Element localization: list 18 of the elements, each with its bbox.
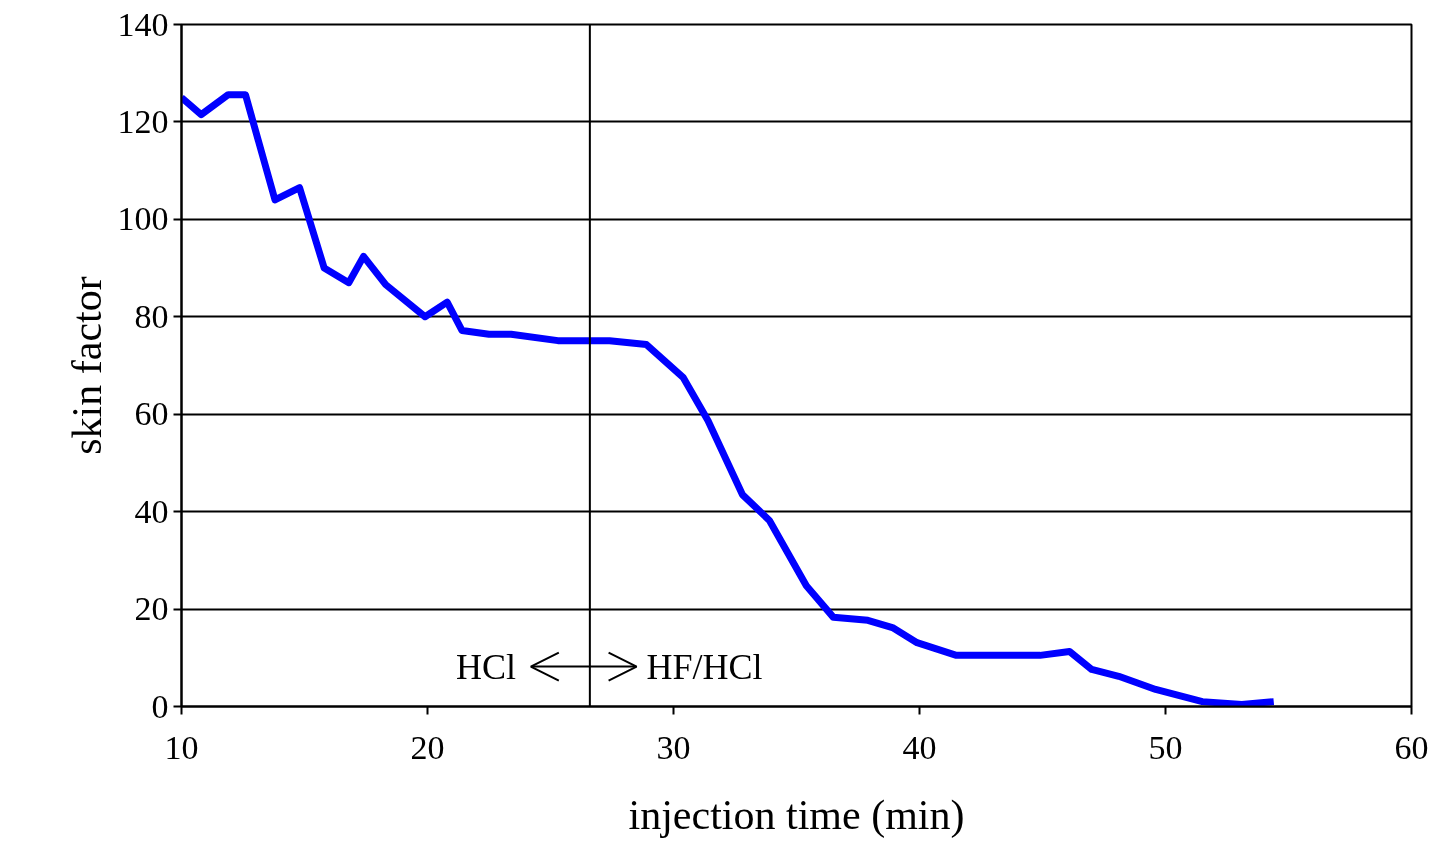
x-tick-label: 60 [1394, 728, 1429, 766]
x-axis-title: injection time (min) [628, 791, 965, 839]
y-tick-label: 60 [134, 395, 169, 433]
y-axis-title: skin factor [63, 276, 110, 455]
y-tick-label: 80 [134, 297, 169, 335]
y-tick-label: 40 [134, 492, 169, 530]
x-tick-label: 40 [902, 728, 937, 766]
x-tick-label: 50 [1148, 728, 1183, 766]
annotation: HCl [456, 646, 517, 687]
annotation: HF/HCl [646, 646, 763, 687]
y-tick-label: 20 [134, 590, 169, 628]
x-tick-label: 10 [164, 728, 199, 766]
y-tick-label: 140 [117, 5, 169, 43]
x-tick-label: 20 [410, 728, 445, 766]
x-tick-label: 30 [656, 728, 691, 766]
y-tick-label: 0 [151, 687, 169, 725]
y-tick-label: 100 [117, 200, 169, 238]
y-tick-label: 120 [117, 102, 169, 140]
